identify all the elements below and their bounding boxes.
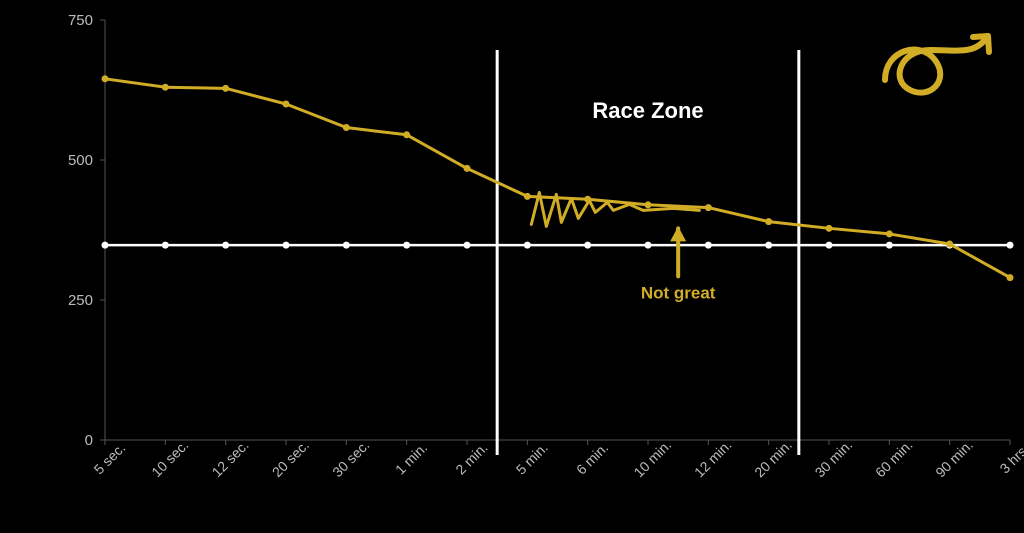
x-tick-label: 12 sec. [209,437,252,480]
curve-series-marker [343,124,350,131]
flat-series-marker [886,242,893,249]
y-tick-label: 250 [68,292,93,309]
axes [105,20,1010,440]
x-tick-label: 12 min. [691,437,735,481]
flat-series-marker [826,242,833,249]
curve-series-marker [524,193,531,200]
x-tick-label: 20 sec. [269,437,312,480]
y-tick-label: 500 [68,152,93,169]
x-tick-label: 10 min. [631,437,675,481]
curve-series-marker [645,201,652,208]
curve-series-marker [464,165,471,172]
x-tick-label: 5 sec. [91,440,129,478]
curve-series-marker [1007,274,1014,281]
flat-series-marker [464,242,471,249]
x-tick-label: 90 min. [932,437,976,481]
curve-series-marker [222,85,229,92]
flat-series-marker [162,242,169,249]
flat-series-marker [283,242,290,249]
x-tick-label: 30 min. [812,437,856,481]
flat-series-marker [705,242,712,249]
flat-series-marker [765,242,772,249]
annotation-label: Not great [641,283,716,302]
scribble-annotation [531,192,699,226]
curve-series-line [105,79,1010,278]
x-tick-label: 5 min. [513,439,551,477]
curve-series-marker [102,75,109,82]
zone-title: Race Zone [592,98,703,123]
power-curve-chart: 0 250 500 750 5 sec. 10 sec. 12 sec. 20 sec. 30 … [0,0,1024,533]
curve-series-marker [946,241,953,248]
flat-series-marker [645,242,652,249]
y-tick-label: 0 [85,432,93,449]
curve-series-marker [765,218,772,225]
doodle-loop-icon [885,36,988,93]
y-tick-label: 750 [68,12,93,29]
curve-series-marker [162,84,169,91]
x-tick-label: 10 sec. [148,437,191,480]
flat-series-marker [524,242,531,249]
curve-series-marker [283,101,290,108]
curve-series-marker [886,230,893,237]
curve-series-marker [826,225,833,232]
flat-series-marker [584,242,591,249]
x-tick-label: 20 min. [751,437,795,481]
x-tick-label: 2 min. [452,439,490,477]
flat-series-marker [1007,242,1014,249]
chart-svg: 0 250 500 750 5 sec. 10 sec. 12 sec. 20 sec. 30 … [0,0,1024,533]
flat-series-marker [343,242,350,249]
x-tick-label: 1 min. [392,439,430,477]
annotation-arrow-head [670,226,686,241]
flat-series-marker [403,242,410,249]
curve-series-marker [705,204,712,211]
x-tick-label: 60 min. [872,437,916,481]
x-tick-label: 6 min. [573,439,611,477]
x-tick-label: 3 hrs. [996,440,1024,476]
flat-series-marker [222,242,229,249]
curve-series-marker [403,131,410,138]
x-tick-label: 30 sec. [329,437,372,480]
flat-series-marker [102,242,109,249]
